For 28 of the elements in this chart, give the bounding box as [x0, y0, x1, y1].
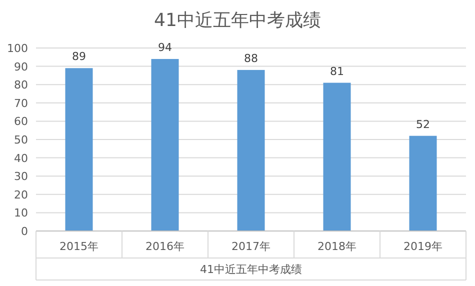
x-tick-label: 2015年	[60, 240, 98, 253]
y-tick-label: 10	[14, 206, 28, 220]
y-tick-label: 90	[14, 60, 28, 74]
bar	[151, 58, 179, 231]
x-axis-title: 41中近五年中考成绩	[200, 263, 302, 276]
x-tick-label: 2017年	[232, 240, 270, 253]
y-tick-label: 40	[14, 152, 28, 165]
data-label: 89	[72, 50, 86, 64]
data-label: 52	[416, 118, 430, 131]
bar	[323, 82, 351, 231]
y-tick-label: 30	[14, 170, 28, 184]
chart-title: 41中近五年中考成绩	[154, 10, 321, 31]
y-tick-label: 80	[14, 78, 28, 92]
y-tick-label: 0	[21, 225, 28, 238]
y-tick-label: 100	[7, 42, 28, 55]
y-tick-label: 50	[14, 134, 28, 146]
x-tick-label: 2018年	[318, 240, 356, 253]
data-label: 88	[244, 52, 258, 65]
bar	[237, 70, 265, 231]
data-label: 94	[158, 40, 172, 54]
y-tick-label: 20	[14, 188, 28, 202]
data-label: 81	[330, 64, 344, 78]
x-tick-label: 2019年	[404, 240, 442, 253]
y-tick-label: 60	[14, 115, 28, 128]
bar	[65, 68, 93, 231]
x-tick-label: 2016年	[146, 240, 184, 253]
y-tick-label: 70	[14, 96, 28, 110]
bar	[409, 136, 437, 231]
